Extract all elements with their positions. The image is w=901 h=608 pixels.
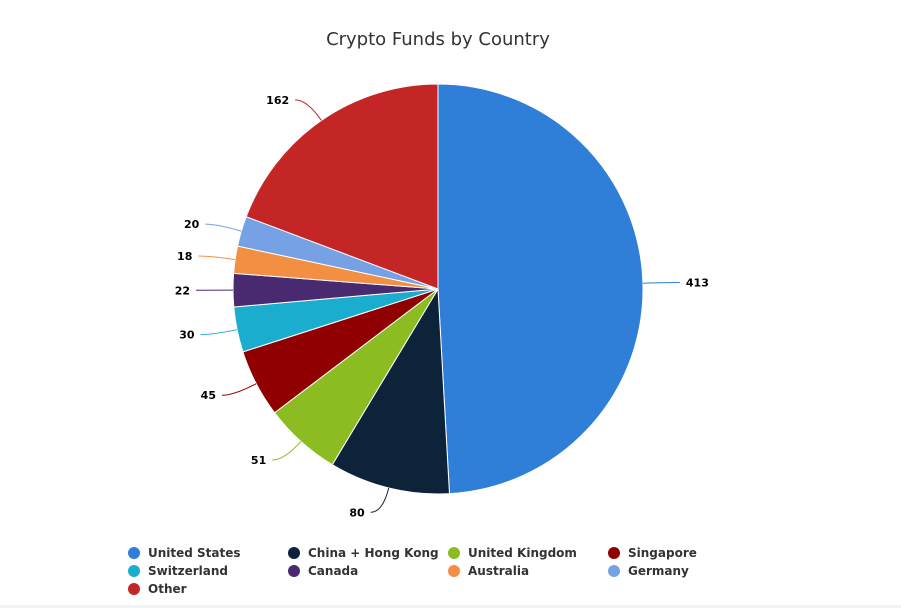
legend-item-australia[interactable]: Australia [448,564,529,578]
legend-item-singapore[interactable]: Singapore [608,546,697,560]
connector-australia [198,255,236,261]
connector-singapore [221,383,257,396]
legend-marker-icon [288,565,300,577]
legend-marker-icon [608,565,620,577]
connector-other [295,99,322,121]
legend-marker-icon [448,547,460,559]
legend-item-other[interactable]: Other [128,582,187,596]
data-label-other: 162 [266,94,289,107]
legend-item-china-hong-kong[interactable]: China + Hong Kong [288,546,439,560]
legend-label: Other [148,582,187,596]
legend-label: Germany [628,564,689,578]
legend-label: Singapore [628,546,697,560]
legend-label: Canada [308,564,359,578]
legend-marker-icon [288,547,300,559]
connector-china-hong-kong [370,487,390,513]
pie-slice-other[interactable] [245,83,439,290]
legend-label: Australia [468,564,530,578]
connector-united-states [642,282,680,284]
data-label-germany: 20 [184,218,200,231]
legend-label: Switzerland [148,564,228,578]
legend-item-germany[interactable]: Germany [608,564,689,578]
legend-marker-icon [128,547,140,559]
data-label-united-states: 413 [686,277,709,290]
legend-item-canada[interactable]: Canada [288,564,358,578]
legend-label: China + Hong Kong [308,546,439,560]
data-label-united-kingdom: 51 [251,454,266,467]
legend-marker-icon [128,583,140,595]
legend-label: United Kingdom [468,546,577,560]
connector-united-kingdom [272,441,302,461]
connector-germany [205,223,242,232]
pie-slice-china-hong-kong[interactable] [331,287,451,495]
legend-item-united-kingdom[interactable]: United Kingdom [448,546,577,560]
legend-item-switzerland[interactable]: Switzerland [128,564,228,578]
label-connectors [196,99,680,513]
data-label-switzerland: 30 [179,329,195,342]
data-label-singapore: 45 [201,389,216,402]
legend-marker-icon [128,565,140,577]
pie-slice-united-states[interactable] [437,83,644,495]
legend-item-united-states[interactable]: United States [128,546,241,560]
data-labels: 413 80 51 45 30 22 18 20 162 [175,94,709,519]
data-label-china-hong-kong: 80 [349,506,365,519]
legend-label: United States [148,546,241,560]
footer-divider [0,605,901,608]
chart-title: Crypto Funds by Country [326,29,550,50]
data-label-australia: 18 [177,250,192,263]
legend-marker-icon [448,565,460,577]
data-label-canada: 22 [175,284,190,297]
pie-slices [232,83,644,495]
legend-marker-icon [608,547,620,559]
connector-switzerland [200,329,238,336]
